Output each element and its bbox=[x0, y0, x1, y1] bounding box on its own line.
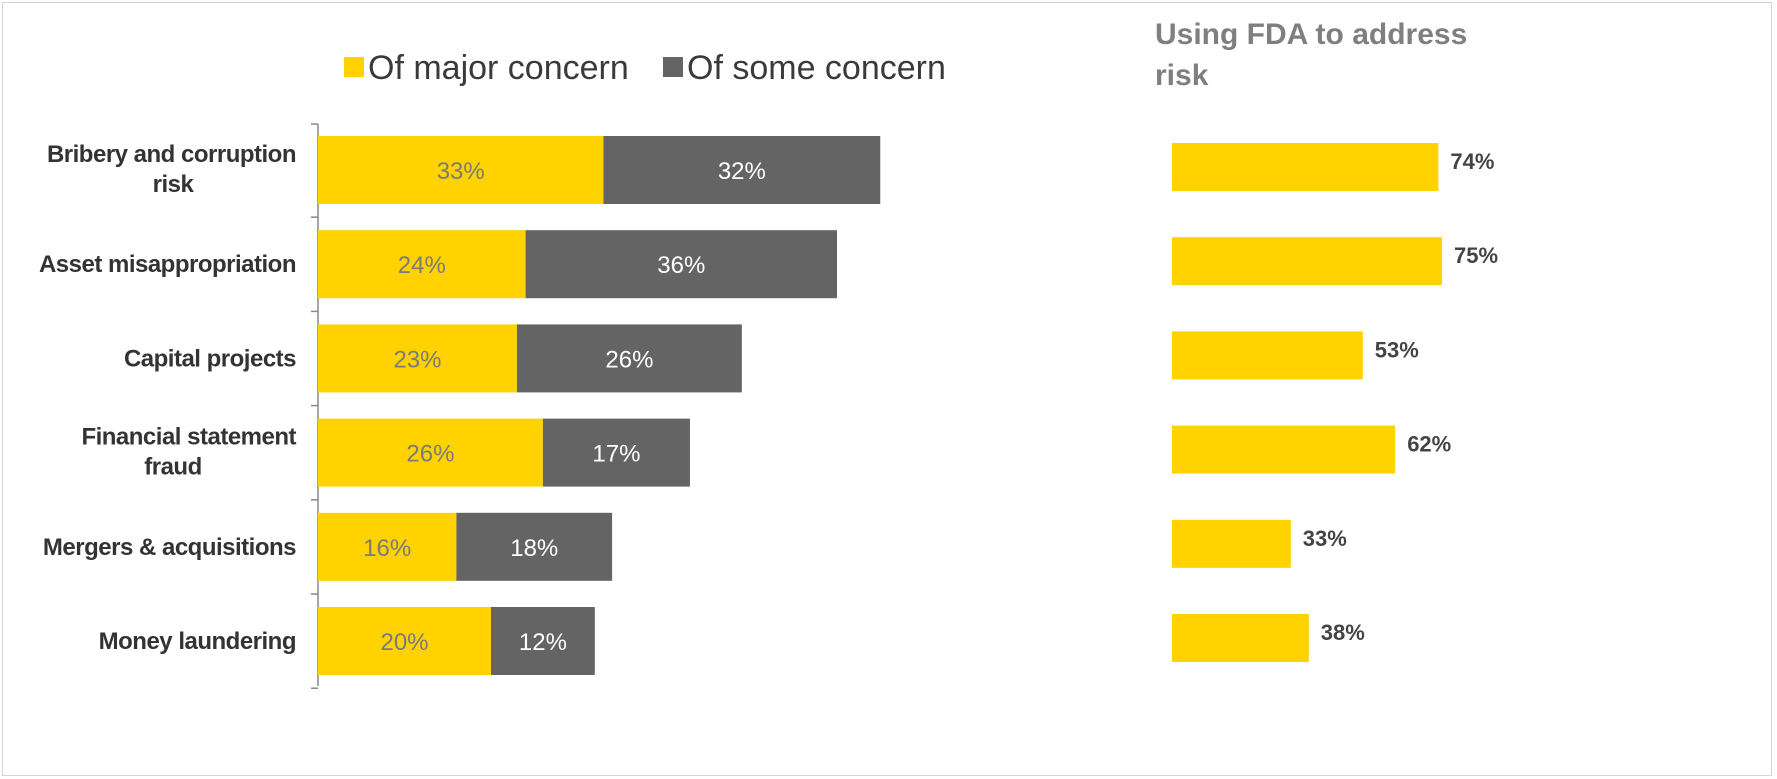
fda-data-label: 74% bbox=[1450, 149, 1494, 174]
data-label-major: 26% bbox=[406, 441, 454, 468]
category-label: Mergers & acquisitions bbox=[43, 534, 296, 561]
bar-major-concern bbox=[318, 324, 517, 393]
legend-swatch-some bbox=[663, 57, 683, 77]
data-label-some: 36% bbox=[657, 252, 705, 279]
fda-bar bbox=[1172, 519, 1291, 568]
bar-some-concern bbox=[603, 136, 881, 204]
data-label-major: 24% bbox=[398, 252, 446, 279]
bar-major-concern bbox=[318, 418, 543, 487]
data-label-some: 12% bbox=[519, 629, 567, 656]
fda-bar bbox=[1172, 237, 1442, 286]
fda-bar bbox=[1172, 331, 1363, 380]
data-label-some: 17% bbox=[592, 441, 640, 468]
bar-some-concern bbox=[456, 512, 613, 581]
fda-bar bbox=[1172, 614, 1309, 662]
bar-some-concern bbox=[516, 324, 742, 393]
legend: Of major concern Of some concern bbox=[344, 49, 946, 87]
fda-data-label: 53% bbox=[1375, 337, 1419, 362]
bar-some-concern bbox=[542, 418, 690, 487]
fda-data-label: 33% bbox=[1303, 526, 1347, 551]
category-axis: Bribery and corruption risk Asset misappro… bbox=[39, 123, 319, 689]
fda-data-label: 75% bbox=[1454, 243, 1498, 268]
fda-chart-title: Using FDA to address risk bbox=[1155, 18, 1467, 92]
legend-swatch-major bbox=[344, 57, 364, 77]
category-label: Financial statement fraud bbox=[81, 424, 296, 481]
data-label-major: 20% bbox=[380, 629, 428, 656]
fda-bar bbox=[1172, 425, 1396, 474]
category-label: Money laundering bbox=[99, 628, 296, 655]
category-label: Asset misappropriation bbox=[39, 251, 296, 278]
data-label-major: 16% bbox=[363, 535, 411, 562]
legend-label-some: Of some concern bbox=[687, 49, 946, 87]
data-label-major: 23% bbox=[393, 346, 441, 373]
stacked-bar-chart: 33% 32% 24% 36% 23% 26% 26% 17% 16% 18% 20% 12% bbox=[318, 136, 881, 675]
bar-some-concern bbox=[525, 230, 837, 299]
fda-data-label: 62% bbox=[1407, 432, 1451, 457]
bar-some-concern bbox=[491, 607, 595, 675]
fda-data-label: 38% bbox=[1321, 620, 1365, 645]
bar-major-concern bbox=[318, 512, 457, 581]
bar-major-concern bbox=[318, 230, 526, 299]
data-label-major: 33% bbox=[437, 158, 485, 185]
data-label-some: 26% bbox=[605, 346, 653, 373]
fda-bar bbox=[1172, 143, 1439, 191]
fda-title-line-1: Using FDA to address bbox=[1155, 18, 1467, 51]
bar-major-concern bbox=[318, 607, 491, 675]
category-label: Capital projects bbox=[124, 345, 296, 372]
fda-title-line-2: risk bbox=[1155, 59, 1209, 92]
bar-major-concern bbox=[318, 136, 604, 204]
data-label-some: 32% bbox=[718, 158, 766, 185]
data-label-some: 18% bbox=[510, 535, 558, 562]
legend-label-major: Of major concern bbox=[368, 49, 629, 87]
category-label: Bribery and corruption risk bbox=[47, 141, 296, 198]
fda-bar-chart: 74% 75% 53% 62% 33% 38% bbox=[1172, 143, 1498, 662]
